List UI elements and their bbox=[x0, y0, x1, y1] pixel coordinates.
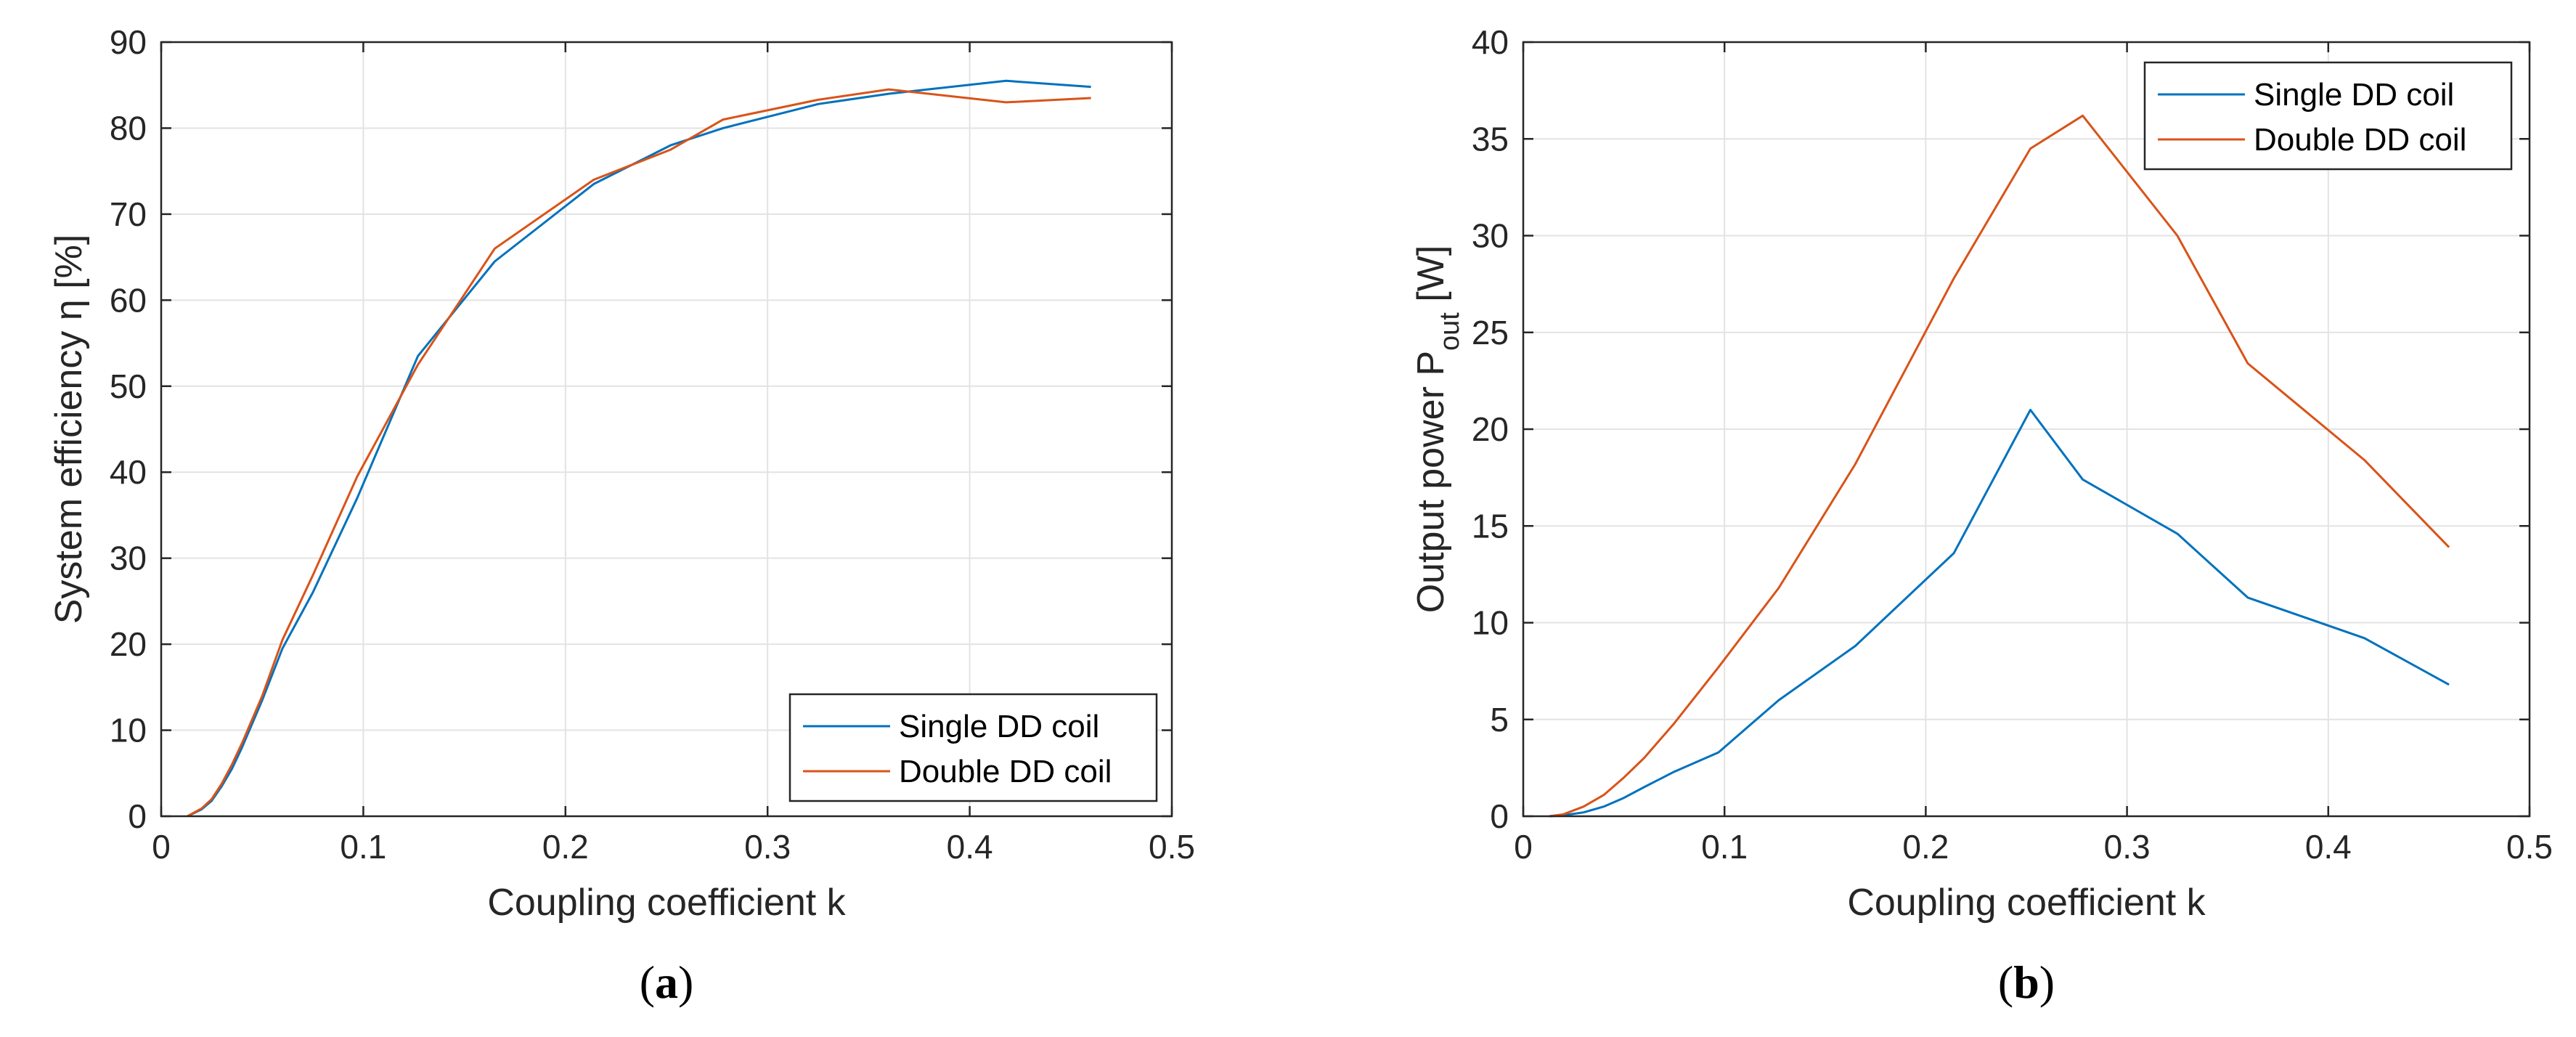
panel-a-caption-open: ( bbox=[640, 956, 655, 1008]
panel-a-x-tick-label: 0.1 bbox=[340, 828, 386, 866]
panel-a-legend-label-1: Single DD coil bbox=[899, 709, 1099, 744]
panel-b-legend-label-2: Double DD coil bbox=[2254, 122, 2466, 158]
panel-b-y-tick-label: 10 bbox=[1472, 604, 1509, 642]
panel-a-x-tick-label: 0.4 bbox=[947, 828, 993, 866]
panel-a-y-tick-label: 0 bbox=[128, 797, 147, 835]
panel-b-x-tick-label: 0.1 bbox=[1701, 828, 1748, 866]
panel-b-y-tick-label: 40 bbox=[1472, 23, 1509, 61]
panel-a-legend-label-2: Double DD coil bbox=[899, 754, 1112, 789]
panel-a-legend-box bbox=[788, 693, 1158, 802]
panel-a-caption: (a) bbox=[640, 956, 694, 1008]
panel-b-y-tick-label: 0 bbox=[1490, 797, 1509, 835]
panel-b-series-lines bbox=[1549, 114, 2450, 818]
panel-b-y-tick-label: 25 bbox=[1472, 314, 1509, 351]
panel-a-axes-frame bbox=[160, 41, 1173, 818]
panel-b-caption: (b) bbox=[1998, 956, 2055, 1008]
panel-a-y-tick-label: 80 bbox=[110, 109, 147, 147]
panel-a-x-tick-label: 0.3 bbox=[744, 828, 791, 866]
panel-a-caption-close: ) bbox=[678, 956, 693, 1008]
panel-b-x-tick-label: 0.3 bbox=[2104, 828, 2151, 866]
panel-b-legend: Single DD coil Double DD coil bbox=[2143, 61, 2513, 171]
panel-b-y-axis-label-unit: [W] bbox=[1410, 245, 1452, 312]
panel-a-y-tick-label: 90 bbox=[110, 23, 147, 61]
panel-a-series-lines bbox=[187, 79, 1091, 818]
panel-a-series-line-1 bbox=[187, 79, 1091, 818]
panel-a-x-tick-label: 0.2 bbox=[542, 828, 589, 866]
panel-a-y-tick-label: 30 bbox=[110, 540, 147, 577]
panel-b-x-tick-label: 0.4 bbox=[2305, 828, 2352, 866]
panel-a-legend: Single DD coil Double DD coil bbox=[788, 693, 1158, 802]
panel-a-series-line-2 bbox=[187, 88, 1091, 818]
panel-b-caption-close: ) bbox=[2039, 956, 2055, 1008]
panel-b-y-axis-label: Output power Pout [W] bbox=[1410, 245, 1465, 614]
panel-a-y-tick-label: 40 bbox=[110, 453, 147, 491]
panel-a-x-tick-label: 0.5 bbox=[1149, 828, 1195, 866]
panel-b-caption-open: ( bbox=[1998, 956, 2013, 1008]
panel-a-y-tick-label: 20 bbox=[110, 625, 147, 663]
panel-a-y-tick-label: 70 bbox=[110, 195, 147, 233]
panel-a-y-tick-label: 60 bbox=[110, 281, 147, 319]
panel-a-y-axis-label: System efficiency η [%] bbox=[48, 235, 90, 625]
panel-b-output-power-chart: 0 0.1 0.2 0.3 0.4 0.5 0 5 10 15 20 25 30 35 40 Couplin… bbox=[1410, 23, 2553, 1008]
panel-a-caption-letter: a bbox=[655, 956, 678, 1008]
panel-a-tick-labels: 0 0.1 0.2 0.3 0.4 0.5 0 10 20 30 40 50 60 70 80 90 bbox=[110, 23, 1195, 866]
panel-b-x-tick-label: 0.2 bbox=[1902, 828, 1949, 866]
panel-b-caption-letter: b bbox=[2013, 956, 2039, 1008]
panel-b-x-axis-label: Coupling coefficient k bbox=[1847, 882, 2206, 924]
panel-b-legend-box bbox=[2143, 61, 2513, 171]
panel-b-y-tick-label: 15 bbox=[1472, 507, 1509, 545]
panel-a-efficiency-chart: 0 0.1 0.2 0.3 0.4 0.5 0 10 20 30 40 50 60 70 80 90 Coup… bbox=[48, 23, 1195, 1008]
panel-a-x-tick-label: 0 bbox=[152, 828, 171, 866]
panel-b-y-axis-label-main: Output power P bbox=[1410, 351, 1452, 613]
panel-b-legend-label-1: Single DD coil bbox=[2254, 77, 2454, 113]
panel-a-y-tick-label: 50 bbox=[110, 367, 147, 405]
panel-a-y-tick-label: 10 bbox=[110, 712, 147, 749]
panel-b-y-tick-label: 30 bbox=[1472, 217, 1509, 255]
panel-b-y-tick-label: 35 bbox=[1472, 120, 1509, 158]
panel-b-y-tick-label: 5 bbox=[1490, 701, 1509, 739]
panel-b-y-tick-label: 20 bbox=[1472, 410, 1509, 448]
panel-a-x-axis-label: Coupling coefficient k bbox=[487, 882, 846, 924]
panel-b-series-line-1 bbox=[1549, 408, 2450, 818]
panel-b-x-tick-label: 0.5 bbox=[2506, 828, 2553, 866]
panel-b-tick-labels: 0 0.1 0.2 0.3 0.4 0.5 0 5 10 15 20 25 30 35 40 bbox=[1472, 23, 2553, 866]
panel-b-x-tick-label: 0 bbox=[1514, 828, 1533, 866]
panel-b-y-axis-label-subscript: out bbox=[1435, 312, 1465, 351]
panel-b-series-line-2 bbox=[1549, 114, 2450, 818]
